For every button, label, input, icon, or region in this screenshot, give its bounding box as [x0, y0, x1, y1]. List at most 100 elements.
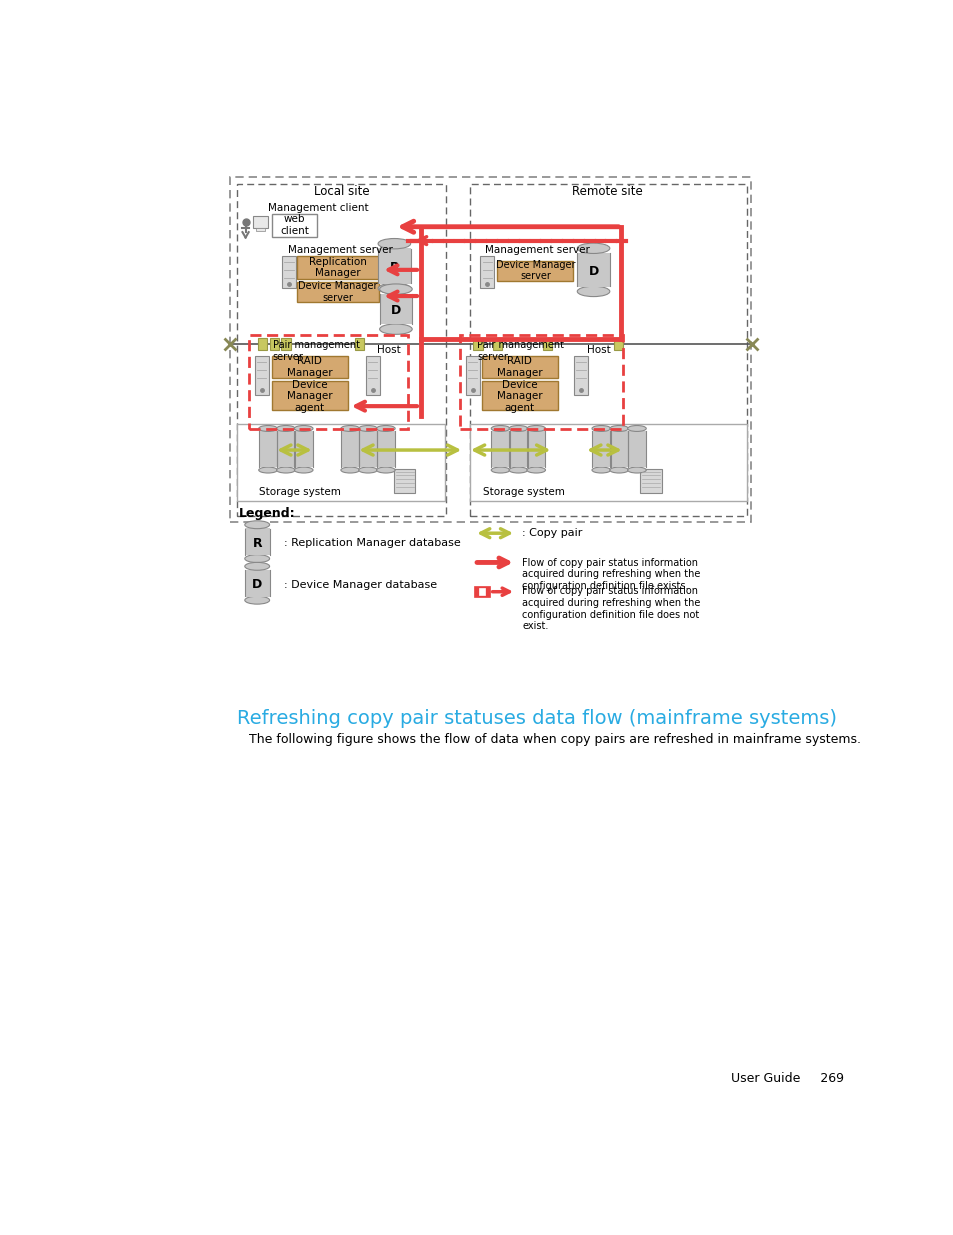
Text: R: R — [253, 537, 262, 550]
Text: web
client: web client — [279, 215, 309, 236]
Bar — [270, 337, 278, 350]
Text: Replication
Manager: Replication Manager — [309, 257, 366, 278]
Ellipse shape — [376, 426, 395, 431]
Bar — [394, 468, 415, 493]
Ellipse shape — [379, 324, 412, 335]
Ellipse shape — [340, 467, 359, 473]
Ellipse shape — [340, 426, 359, 431]
Text: RAID
Manager: RAID Manager — [497, 356, 542, 378]
Bar — [376, 431, 395, 468]
Ellipse shape — [526, 467, 545, 473]
Bar — [358, 431, 377, 468]
Ellipse shape — [592, 426, 610, 431]
Bar — [509, 431, 527, 468]
Bar — [276, 431, 294, 468]
Text: Host: Host — [586, 345, 610, 354]
Bar — [491, 431, 509, 468]
Ellipse shape — [577, 287, 609, 296]
Bar — [272, 356, 348, 378]
Ellipse shape — [276, 467, 294, 473]
Text: The following figure shows the flow of data when copy pairs are refreshed in mai: The following figure shows the flow of d… — [249, 734, 861, 746]
Ellipse shape — [509, 426, 527, 431]
Ellipse shape — [627, 467, 645, 473]
Text: User Guide     269: User Guide 269 — [731, 1072, 843, 1084]
Bar — [379, 294, 412, 325]
Ellipse shape — [509, 467, 527, 473]
Bar — [592, 431, 610, 468]
Bar — [577, 253, 609, 287]
Ellipse shape — [609, 426, 628, 431]
Text: Legend:: Legend: — [239, 508, 295, 520]
Bar — [249, 336, 407, 430]
Text: Storage system: Storage system — [483, 488, 565, 498]
Bar — [272, 214, 316, 237]
Ellipse shape — [258, 426, 277, 431]
Bar — [526, 431, 545, 468]
Bar — [639, 468, 661, 493]
Bar — [230, 178, 750, 522]
Bar — [340, 431, 359, 468]
Ellipse shape — [627, 426, 645, 431]
Bar — [236, 184, 446, 516]
Ellipse shape — [358, 467, 377, 473]
Ellipse shape — [276, 426, 294, 431]
Bar — [257, 337, 267, 350]
Ellipse shape — [294, 426, 313, 431]
Bar — [365, 356, 379, 395]
Bar — [473, 337, 482, 350]
Text: Host: Host — [377, 345, 400, 354]
Ellipse shape — [358, 426, 377, 431]
Text: R: R — [389, 261, 398, 274]
Bar — [355, 337, 364, 350]
Bar — [282, 256, 295, 288]
Text: Refreshing copy pair statuses data flow (mainframe systems): Refreshing copy pair statuses data flow … — [236, 709, 836, 727]
Bar — [255, 228, 265, 231]
Ellipse shape — [577, 243, 609, 253]
Text: RAID
Manager: RAID Manager — [287, 356, 333, 378]
Bar — [258, 431, 277, 468]
Bar — [272, 380, 348, 410]
Ellipse shape — [245, 562, 270, 571]
Text: : Device Manager database: : Device Manager database — [283, 579, 436, 590]
Bar — [236, 424, 444, 501]
Bar — [481, 380, 558, 410]
Text: Management client: Management client — [268, 204, 368, 214]
Bar — [254, 356, 269, 395]
Bar — [481, 356, 558, 378]
Text: D: D — [252, 578, 262, 592]
Bar — [480, 256, 494, 288]
Bar — [297, 256, 378, 279]
Bar — [542, 337, 552, 350]
Bar — [474, 585, 489, 597]
Text: D: D — [588, 264, 598, 278]
Ellipse shape — [526, 426, 545, 431]
Bar — [574, 356, 587, 395]
Bar — [613, 337, 622, 350]
Bar — [281, 337, 291, 350]
Ellipse shape — [245, 521, 270, 529]
Ellipse shape — [592, 467, 610, 473]
Bar — [297, 282, 378, 303]
Bar — [609, 431, 628, 468]
Ellipse shape — [377, 283, 410, 294]
Bar — [245, 529, 270, 555]
Text: Device
Manager
agent: Device Manager agent — [497, 379, 542, 412]
Text: Management server: Management server — [484, 245, 589, 254]
Text: Device Manager
server: Device Manager server — [496, 259, 575, 282]
Bar — [465, 356, 479, 395]
Bar — [377, 248, 410, 284]
Ellipse shape — [294, 467, 313, 473]
Text: Pair management
server: Pair management server — [476, 340, 564, 362]
Bar — [478, 588, 484, 595]
Ellipse shape — [245, 597, 270, 604]
Ellipse shape — [491, 426, 509, 431]
Bar — [459, 336, 622, 430]
Bar — [469, 184, 746, 516]
Bar — [469, 424, 746, 501]
Text: Management server: Management server — [288, 245, 393, 254]
Bar — [253, 216, 268, 228]
Text: : Replication Manager database: : Replication Manager database — [283, 538, 459, 548]
Text: Device
Manager
agent: Device Manager agent — [287, 379, 333, 412]
Ellipse shape — [258, 467, 277, 473]
Text: Pair management
server: Pair management server — [273, 340, 359, 362]
